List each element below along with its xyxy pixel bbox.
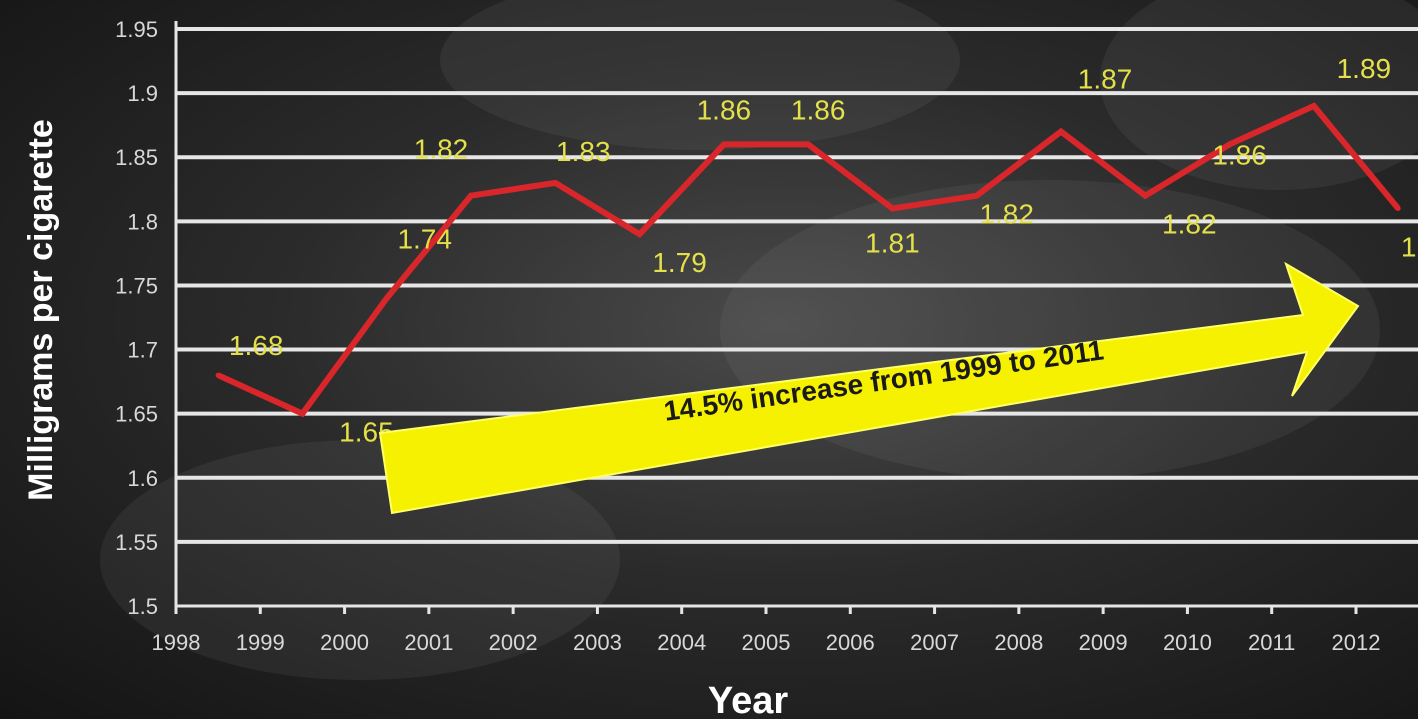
data-label: 1.74 [397, 223, 452, 254]
y-tick-label: 1.8 [127, 209, 158, 234]
x-tick-label: 1999 [236, 630, 285, 655]
y-tick-label: 1.9 [127, 81, 158, 106]
increase-arrow-icon [378, 261, 1360, 515]
axes [174, 21, 1418, 614]
data-point [721, 141, 727, 147]
data-label: 1.68 [229, 330, 284, 361]
data-point [552, 180, 558, 186]
data-point [468, 193, 474, 199]
data-label: 1.86 [697, 94, 752, 125]
data-point [637, 231, 643, 237]
x-tick-label: 2010 [1163, 630, 1212, 655]
y-tick-label: 1.6 [127, 466, 158, 491]
y-tick-label: 1.7 [127, 338, 158, 363]
x-tick-label: 2012 [1332, 630, 1381, 655]
x-tick-label: 2008 [994, 630, 1043, 655]
data-label: 1.87 [1078, 64, 1133, 95]
x-tick-label: 2007 [910, 630, 959, 655]
data-point [1227, 141, 1233, 147]
data-label: 1.83 [556, 136, 611, 167]
x-tick-label: 2001 [404, 630, 453, 655]
data-point [1058, 129, 1064, 135]
data-label: 1.81 [865, 228, 920, 259]
data-point [1142, 193, 1148, 199]
x-tick-label: 2004 [657, 630, 706, 655]
x-tick-label: 2003 [573, 630, 622, 655]
data-point [974, 193, 980, 199]
data-label: 1.82 [414, 134, 469, 165]
y-axis-title: Milligrams per cigarette [22, 119, 60, 501]
data-point [889, 206, 895, 212]
x-tick-label: 2000 [320, 630, 369, 655]
x-tick-label: 2011 [1248, 630, 1295, 655]
x-tick-label: 1998 [152, 630, 201, 655]
x-tick-label: 2005 [742, 630, 791, 655]
y-tick-label: 1.65 [115, 402, 158, 427]
y-tick-label: 1.75 [115, 273, 158, 298]
x-tick-label: 2006 [826, 630, 875, 655]
data-label: 1.86 [1212, 139, 1267, 170]
y-tick-label: 1.5 [127, 594, 158, 619]
data-point [1395, 206, 1401, 212]
x-tick-label: 2002 [489, 630, 538, 655]
data-label: 1.86 [791, 94, 846, 125]
data-label: 1.82 [1162, 209, 1217, 240]
y-tick-label: 1.85 [115, 145, 158, 170]
series [215, 102, 1401, 418]
data-labels: 1.681.651.741.82 1.831.791.86 1.861.811.82… [229, 53, 1418, 448]
y-tick-label: 1.95 [115, 17, 158, 42]
data-point [215, 372, 221, 378]
y-tick-labels: 1.5 1.55 1.6 1.65 1.7 1.75 1.8 1.85 1.9 1.95 [115, 17, 158, 619]
y-tick-label: 1.55 [115, 530, 158, 555]
x-tick-labels: 1998 1999 2000 2001 2002 2003 2004 2005 2006 2007… [152, 630, 1381, 655]
data-point [1311, 103, 1317, 109]
data-label: 1.82 [979, 199, 1034, 230]
data-point [384, 295, 390, 301]
data-label: 1.79 [652, 247, 707, 278]
x-tick-label: 2009 [1079, 630, 1128, 655]
data-point [805, 141, 811, 147]
data-label: 1.89 [1337, 53, 1392, 84]
data-label: 1.81 [1401, 232, 1418, 263]
data-point [299, 411, 305, 417]
x-axis-title: Year [708, 680, 789, 719]
